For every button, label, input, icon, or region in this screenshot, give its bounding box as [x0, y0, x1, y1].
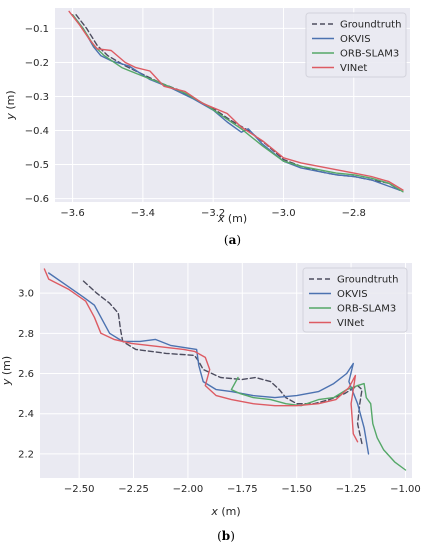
legend-box: [305, 12, 407, 78]
y-tick-label: 3.0: [18, 289, 34, 300]
series-line-orbslam3: [71, 14, 404, 193]
y-tick-label: −0.1: [25, 24, 49, 35]
y-tick-label: −0.4: [25, 126, 49, 137]
subfigure-caption: (a): [224, 233, 241, 247]
x-tick-label: −2.25: [118, 484, 149, 495]
x-tick-label: −2.8: [342, 208, 366, 219]
legend-label: VINet: [337, 318, 364, 329]
y-axis-label: y (m): [4, 90, 17, 120]
x-tick-label: −3.6: [60, 208, 84, 219]
y-tick-label: −0.2: [25, 58, 49, 69]
x-tick-label: −1.25: [336, 484, 367, 495]
y-tick-label: 2.8: [18, 329, 34, 340]
y-tick-label: −0.5: [25, 160, 49, 171]
y-tick-label: 2.2: [18, 449, 34, 460]
legend-label: ORB-SLAM3: [337, 304, 396, 315]
legend-label: OKVIS: [340, 34, 371, 45]
x-tick-label: −1.75: [227, 484, 258, 495]
series-line-okvis: [48, 272, 370, 455]
y-tick-label: −0.3: [25, 92, 49, 103]
legend-label: OKVIS: [337, 289, 368, 300]
series-line-vinet: [43, 268, 359, 443]
x-tick-label: −1.50: [281, 484, 312, 495]
series-line-okvis: [71, 14, 401, 191]
plot-a: −3.6 −3.4 −3.2 −3.0 −2.8 −0.1 −0.2 −0.3 −0.4 −0.5…: [4, 8, 410, 247]
x-tick-label: −3.2: [201, 208, 225, 219]
x-axis-label: x (m): [210, 505, 240, 518]
x-axis-label: x (m): [217, 212, 247, 225]
y-tick-label: 2.4: [18, 409, 34, 420]
legend-box: [302, 267, 408, 333]
plot-b: −2.50 −2.25 −2.00 −1.75 −1.50 −1.25 −1.00 2.2 2.…: [0, 263, 421, 543]
legend-label: Groundtruth: [340, 20, 401, 31]
legend-label: Groundtruth: [337, 275, 398, 286]
series-line-groundtruth: [82, 280, 363, 445]
y-axis-label: y (m): [0, 356, 13, 386]
x-tick-label: −1.00: [390, 484, 421, 495]
x-tick-label: −3.0: [271, 208, 295, 219]
legend-label: ORB-SLAM3: [340, 49, 399, 60]
subfigure-caption: (b): [217, 529, 235, 543]
legend-label: VINet: [340, 63, 367, 74]
series-line-vinet: [68, 10, 404, 191]
y-tick-label: −0.6: [25, 194, 49, 205]
y-tick-label: 2.6: [18, 369, 34, 380]
x-tick-label: −2.50: [64, 484, 95, 495]
x-tick-label: −3.4: [131, 208, 155, 219]
x-tick-label: −2.00: [173, 484, 204, 495]
